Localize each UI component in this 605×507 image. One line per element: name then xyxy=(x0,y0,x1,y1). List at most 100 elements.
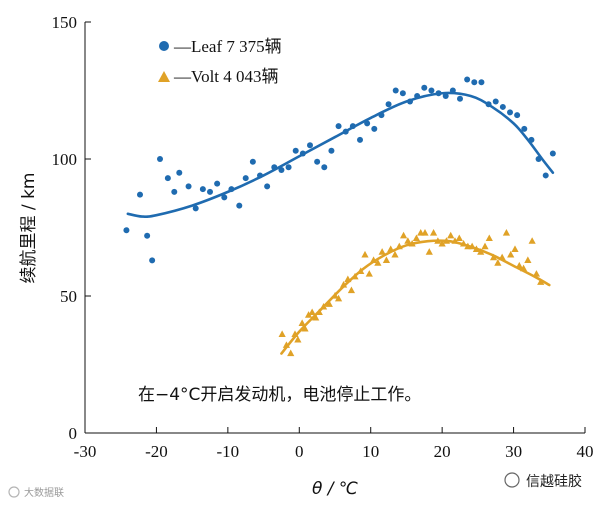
data-point xyxy=(537,278,545,285)
data-point xyxy=(242,175,249,182)
data-point xyxy=(347,286,356,294)
x-tick-label: -20 xyxy=(145,442,168,461)
x-tick-label: -30 xyxy=(74,442,97,461)
data-point xyxy=(521,125,528,132)
data-point xyxy=(321,164,328,171)
data-point xyxy=(524,256,532,263)
data-point xyxy=(314,158,321,165)
data-point xyxy=(164,175,171,182)
legend-marker-leaf xyxy=(159,41,169,51)
data-point xyxy=(192,205,199,212)
series-volt xyxy=(278,228,551,357)
data-point xyxy=(425,248,433,255)
data-point xyxy=(294,335,302,343)
watermark-right-text: 信越硅胶 xyxy=(526,473,582,490)
data-point xyxy=(176,169,183,176)
y-ticks: 0 50 100 150 xyxy=(52,13,91,443)
data-point xyxy=(532,270,541,277)
watermark-bottom-right: 信越硅胶 xyxy=(504,472,582,490)
chart-annotation: 在−4°C开启发动机，电池停止工作。 xyxy=(138,385,421,405)
data-point xyxy=(278,330,286,337)
data-point xyxy=(328,147,335,154)
data-point xyxy=(308,308,316,316)
data-point xyxy=(399,90,406,97)
data-point xyxy=(404,237,412,244)
data-point xyxy=(365,270,373,277)
data-point xyxy=(442,92,449,99)
x-tick-label: 0 xyxy=(295,442,304,461)
trend-line xyxy=(280,239,551,355)
data-point xyxy=(221,194,228,201)
data-point xyxy=(292,147,299,154)
data-point xyxy=(325,300,333,307)
data-point xyxy=(157,156,163,162)
x-tick-label: -10 xyxy=(217,442,240,461)
data-point xyxy=(457,95,463,102)
y-axis-label: 续航里程 / km xyxy=(19,173,39,284)
y-tick-label: 100 xyxy=(52,150,78,169)
data-point xyxy=(334,294,343,302)
data-point xyxy=(502,228,511,236)
trend-line xyxy=(126,91,555,218)
data-point xyxy=(428,87,435,94)
legend-label-volt: —Volt 4 043辆 xyxy=(173,67,279,86)
data-point xyxy=(335,123,342,130)
data-point xyxy=(207,188,213,195)
data-point xyxy=(421,84,428,91)
data-point xyxy=(236,202,243,209)
series-layer xyxy=(123,76,556,357)
data-point xyxy=(287,349,295,357)
data-point xyxy=(429,228,438,236)
data-point xyxy=(494,259,502,266)
data-point xyxy=(361,250,369,258)
legend: —Leaf 7 375辆 —Volt 4 043辆 xyxy=(158,37,282,86)
data-point xyxy=(137,191,143,198)
data-point xyxy=(382,256,391,263)
data-point xyxy=(185,183,192,190)
weibo-icon xyxy=(8,486,20,498)
data-point xyxy=(528,237,536,244)
data-point xyxy=(471,79,478,86)
data-point xyxy=(549,150,556,157)
data-point xyxy=(357,136,363,143)
x-tick-label: 20 xyxy=(434,442,451,461)
data-point xyxy=(171,188,178,195)
data-point xyxy=(507,109,513,116)
data-point xyxy=(199,186,206,193)
data-point xyxy=(278,166,285,173)
data-point xyxy=(447,231,455,239)
data-point xyxy=(264,183,271,190)
data-point xyxy=(507,250,515,258)
data-point xyxy=(392,87,399,94)
data-point xyxy=(371,125,378,132)
data-point xyxy=(464,76,471,83)
data-point xyxy=(478,79,485,86)
watermark-bottom-left: 大数据联 xyxy=(8,486,64,499)
data-point xyxy=(144,232,151,239)
axes xyxy=(84,22,585,434)
data-point xyxy=(542,172,549,179)
x-tick-label: 40 xyxy=(577,442,594,461)
data-point xyxy=(304,311,313,318)
data-point xyxy=(421,228,429,236)
legend-marker-volt xyxy=(158,71,170,82)
y-tick-label: 150 xyxy=(52,13,78,32)
data-point xyxy=(301,324,309,332)
data-point xyxy=(307,142,313,149)
data-point xyxy=(455,234,463,242)
x-ticks: -30 -20 -10 0 10 20 30 40 xyxy=(74,427,594,461)
legend-label-leaf: —Leaf 7 375辆 xyxy=(173,37,282,56)
x-tick-label: 10 xyxy=(362,442,379,461)
data-point xyxy=(298,319,306,326)
x-axis-label: θ / ℃ xyxy=(312,479,358,499)
data-point xyxy=(249,158,256,165)
data-point xyxy=(374,259,382,266)
y-tick-label: 0 xyxy=(69,424,78,443)
series-leaf xyxy=(123,76,556,264)
data-point xyxy=(391,250,399,258)
data-point xyxy=(485,234,493,242)
data-point xyxy=(123,227,130,234)
data-point xyxy=(412,234,421,242)
watermark-left-text: 大数据联 xyxy=(24,486,64,499)
